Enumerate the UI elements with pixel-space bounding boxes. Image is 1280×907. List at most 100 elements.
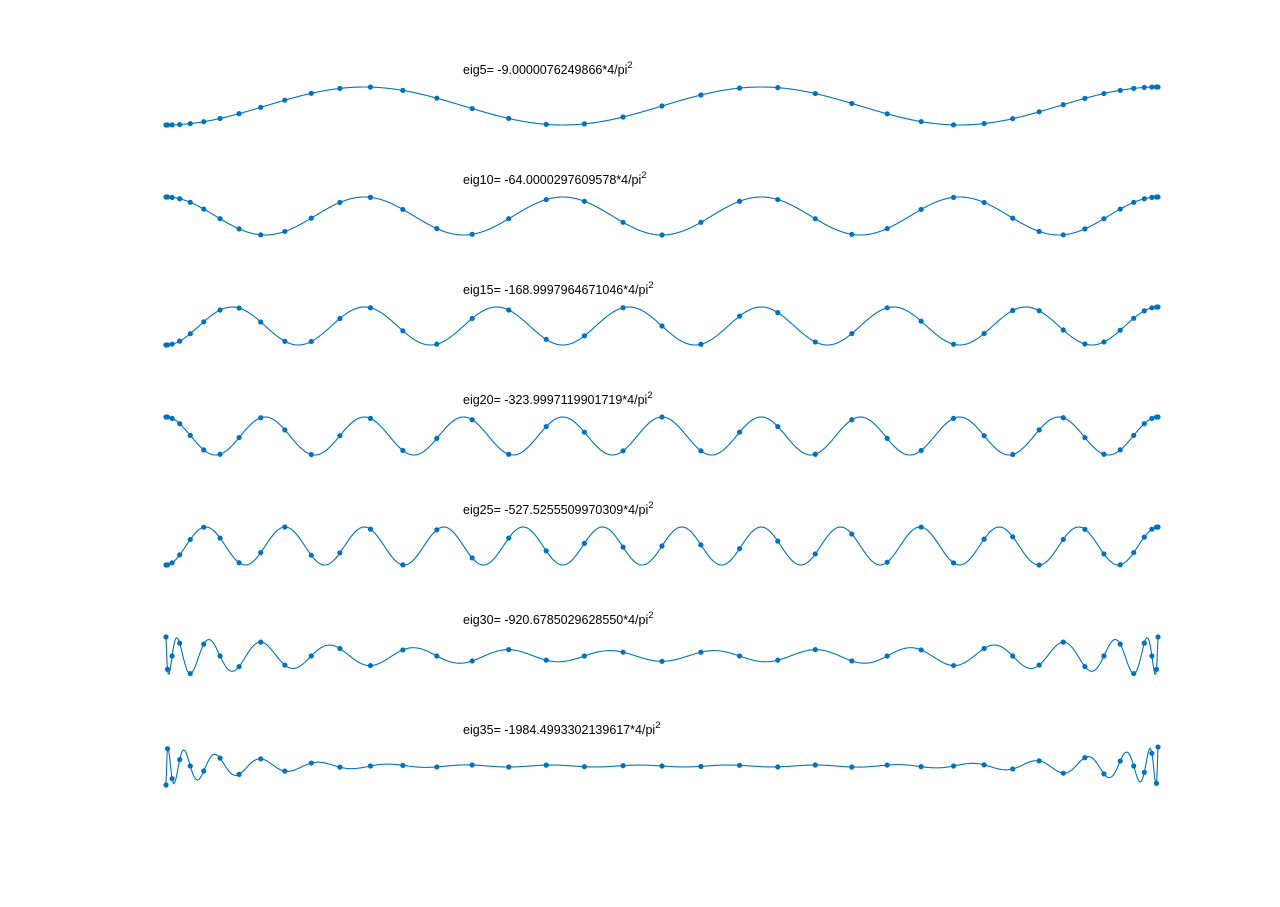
subplot-title-superscript: 2 — [655, 720, 660, 731]
data-point — [1082, 434, 1088, 441]
data-point — [308, 215, 314, 221]
subplot-panel: eig25= -527.5255509970309*4/pi2 — [163, 500, 1161, 568]
data-point — [236, 663, 242, 670]
data-point — [469, 417, 475, 423]
data-point — [1036, 308, 1042, 314]
data-point — [164, 194, 171, 200]
data-point — [950, 662, 957, 669]
data-point — [506, 764, 512, 770]
subplot-title: eig15= -168.9997964671046*4/pi2 — [463, 280, 654, 297]
data-point — [950, 560, 957, 566]
data-point — [258, 319, 264, 325]
data-point — [736, 198, 743, 204]
data-point — [1060, 639, 1066, 645]
data-point — [950, 763, 957, 769]
data-point — [981, 645, 987, 652]
data-point — [849, 417, 855, 423]
data-point — [1153, 666, 1160, 672]
data-point — [169, 415, 175, 421]
data-point — [543, 762, 549, 768]
data-point — [400, 87, 406, 94]
data-point — [236, 434, 242, 441]
data-point — [1149, 653, 1155, 659]
data-point — [981, 762, 987, 768]
data-point — [620, 763, 626, 769]
data-point — [1036, 228, 1042, 235]
data-point — [201, 641, 207, 647]
data-point — [775, 310, 781, 316]
data-point — [849, 330, 855, 337]
data-point — [506, 307, 512, 313]
data-point — [400, 647, 406, 653]
data-point — [258, 415, 264, 421]
data-point — [1082, 226, 1088, 232]
data-point — [236, 560, 242, 566]
subplot-title: eig10= -64.0000297609578*4/pi2 — [463, 170, 647, 187]
data-point — [1010, 653, 1016, 659]
subplot-title-text: eig15= -168.9997964671046*4/pi — [463, 283, 648, 297]
data-point — [308, 552, 314, 558]
data-point — [775, 538, 781, 544]
data-point — [884, 225, 890, 232]
data-point — [164, 122, 171, 128]
data-point — [400, 562, 406, 568]
data-point — [1036, 662, 1042, 668]
data-point — [849, 764, 855, 770]
data-point — [581, 121, 588, 127]
data-point — [1117, 447, 1123, 453]
data-point — [282, 768, 288, 774]
data-point — [918, 764, 924, 770]
subplot-title: eig35= -1984.4993302139617*4/pi2 — [463, 720, 661, 737]
subplot-title-superscript: 2 — [648, 610, 653, 621]
data-point — [1010, 307, 1016, 314]
data-point — [282, 338, 288, 344]
data-point — [1155, 84, 1161, 90]
data-point — [1141, 308, 1147, 314]
data-point — [981, 199, 987, 206]
data-point — [164, 414, 171, 420]
data-point — [1101, 90, 1107, 97]
subplot-title-text: eig10= -64.0000297609578*4/pi — [463, 173, 641, 187]
data-point — [400, 762, 406, 768]
data-point — [169, 194, 175, 200]
data-point — [1117, 562, 1123, 568]
data-point — [169, 560, 175, 566]
subplot-panel: eig35= -1984.4993302139617*4/pi2 — [163, 720, 1161, 788]
data-point — [217, 216, 223, 222]
data-point — [1155, 194, 1161, 200]
data-point — [367, 662, 374, 669]
data-point — [469, 231, 475, 237]
data-point — [581, 653, 588, 659]
data-point — [659, 414, 665, 420]
data-point — [177, 421, 183, 427]
subplot-title: eig30= -920.6785029628550*4/pi2 — [463, 610, 654, 627]
data-point — [469, 762, 475, 768]
data-point — [236, 226, 242, 232]
data-point — [163, 782, 169, 788]
data-point — [1131, 315, 1137, 321]
data-point — [1117, 641, 1123, 647]
data-point — [469, 315, 475, 322]
data-point — [543, 657, 549, 663]
subplot-title: eig25= -527.5255509970309*4/pi2 — [463, 500, 654, 517]
data-point — [1010, 451, 1016, 458]
data-point — [950, 122, 957, 128]
data-point — [187, 763, 193, 769]
data-point — [400, 328, 406, 334]
data-point — [282, 97, 288, 103]
data-point — [698, 219, 704, 225]
data-point — [1101, 216, 1107, 222]
data-point — [849, 658, 855, 664]
data-point — [950, 415, 957, 421]
data-point — [1153, 780, 1160, 786]
subplot-title-text: eig35= -1984.4993302139617*4/pi — [463, 723, 655, 737]
data-point — [775, 423, 781, 430]
data-point — [1131, 670, 1137, 677]
data-point — [201, 524, 207, 530]
subplot-panel: eig15= -168.9997964671046*4/pi2 — [163, 280, 1161, 348]
data-point — [1060, 327, 1066, 333]
data-point — [1101, 551, 1107, 557]
data-point — [698, 92, 704, 98]
data-point — [581, 540, 588, 546]
